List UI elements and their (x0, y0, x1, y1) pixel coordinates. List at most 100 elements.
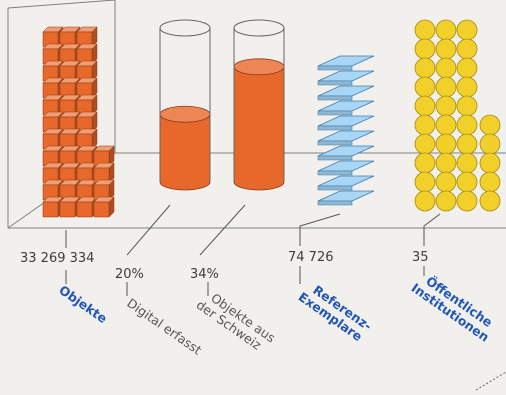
coin (414, 57, 436, 79)
coin (456, 152, 478, 174)
slab (317, 55, 375, 67)
coin (435, 152, 457, 174)
cylinder-rim (159, 19, 211, 37)
liquid-surface (233, 58, 285, 76)
slab (317, 160, 375, 172)
liquid-surface (159, 105, 211, 123)
cube (76, 77, 98, 99)
coin (435, 171, 457, 193)
institution-coins (414, 19, 501, 212)
coin (456, 95, 478, 117)
coin (435, 38, 457, 60)
slab (317, 115, 375, 127)
frame-top-edge (7, 0, 116, 9)
slab-edge (317, 185, 353, 191)
coin (456, 171, 478, 193)
coin (435, 133, 457, 155)
slab-edge (317, 140, 353, 146)
svg-text:Objekte: Objekte (56, 282, 110, 326)
cube (93, 196, 115, 218)
coin (479, 152, 501, 174)
coin (414, 133, 436, 155)
cube (76, 162, 98, 184)
slab (317, 175, 375, 187)
cylinder-rim (233, 19, 285, 37)
coin (479, 114, 501, 136)
coin (456, 133, 478, 155)
slab (317, 130, 375, 142)
cylinder-liquid (233, 66, 285, 191)
coin (414, 38, 436, 60)
coin (435, 190, 457, 212)
coin (456, 19, 478, 41)
slab-edge (317, 170, 353, 176)
cylinders (159, 19, 285, 191)
slab-edge (317, 65, 353, 71)
slab-edge (317, 125, 353, 131)
coin (435, 19, 457, 41)
coin (435, 57, 457, 79)
leader-reference (299, 213, 341, 246)
slab (317, 70, 375, 82)
slab-edge (317, 110, 353, 116)
svg-text:Digital erfasst: Digital erfasst (124, 295, 204, 357)
coin (479, 190, 501, 212)
coin (414, 171, 436, 193)
label-reference: Referenz- Exemplare (296, 282, 375, 344)
cube (93, 162, 115, 184)
objects-cubes (42, 26, 115, 218)
coin (435, 76, 457, 98)
coin (414, 19, 436, 41)
cube (93, 145, 115, 167)
cylinder-liquid (159, 113, 211, 191)
slab (317, 100, 375, 112)
slab-edge (317, 95, 353, 101)
coin (414, 152, 436, 174)
coin (456, 38, 478, 60)
label-institutions: Öffentliche Institutionen (409, 273, 496, 345)
value-objects: 33 269 334 (20, 251, 94, 266)
value-digital: 20% (115, 267, 144, 282)
cube (76, 145, 98, 167)
coin (414, 95, 436, 117)
coin (414, 190, 436, 212)
label-objects: Objekte (56, 282, 110, 326)
cube (76, 111, 98, 133)
coin (479, 133, 501, 155)
slab-edge (317, 155, 353, 161)
dotted-continuation (475, 371, 506, 391)
cylinder-icon (233, 19, 285, 191)
cube (93, 179, 115, 201)
coin (456, 57, 478, 79)
cube (76, 128, 98, 150)
slab (317, 145, 375, 157)
label-swiss: Objekte aus der Schweiz (194, 290, 278, 353)
cube (76, 43, 98, 65)
cube (76, 26, 98, 48)
cylinder-icon (159, 19, 211, 191)
leader-digital (126, 204, 171, 256)
slab (317, 85, 375, 97)
reference-slabs (317, 55, 375, 206)
cube (42, 128, 64, 150)
leader-lines (65, 204, 506, 391)
value-swiss: 34% (190, 267, 219, 282)
cube (76, 60, 98, 82)
slab-edge (317, 80, 353, 86)
coin (435, 114, 457, 136)
coin (414, 76, 436, 98)
cube (59, 43, 81, 65)
coin (435, 95, 457, 117)
coin (414, 114, 436, 136)
leader-swiss (199, 204, 246, 256)
coin (456, 190, 478, 212)
cube (42, 43, 64, 65)
slab (317, 190, 375, 202)
value-reference: 74 726 (288, 250, 334, 265)
cube (59, 26, 81, 48)
coin (456, 76, 478, 98)
slab-edge (317, 200, 353, 206)
coin (456, 114, 478, 136)
coin (479, 171, 501, 193)
